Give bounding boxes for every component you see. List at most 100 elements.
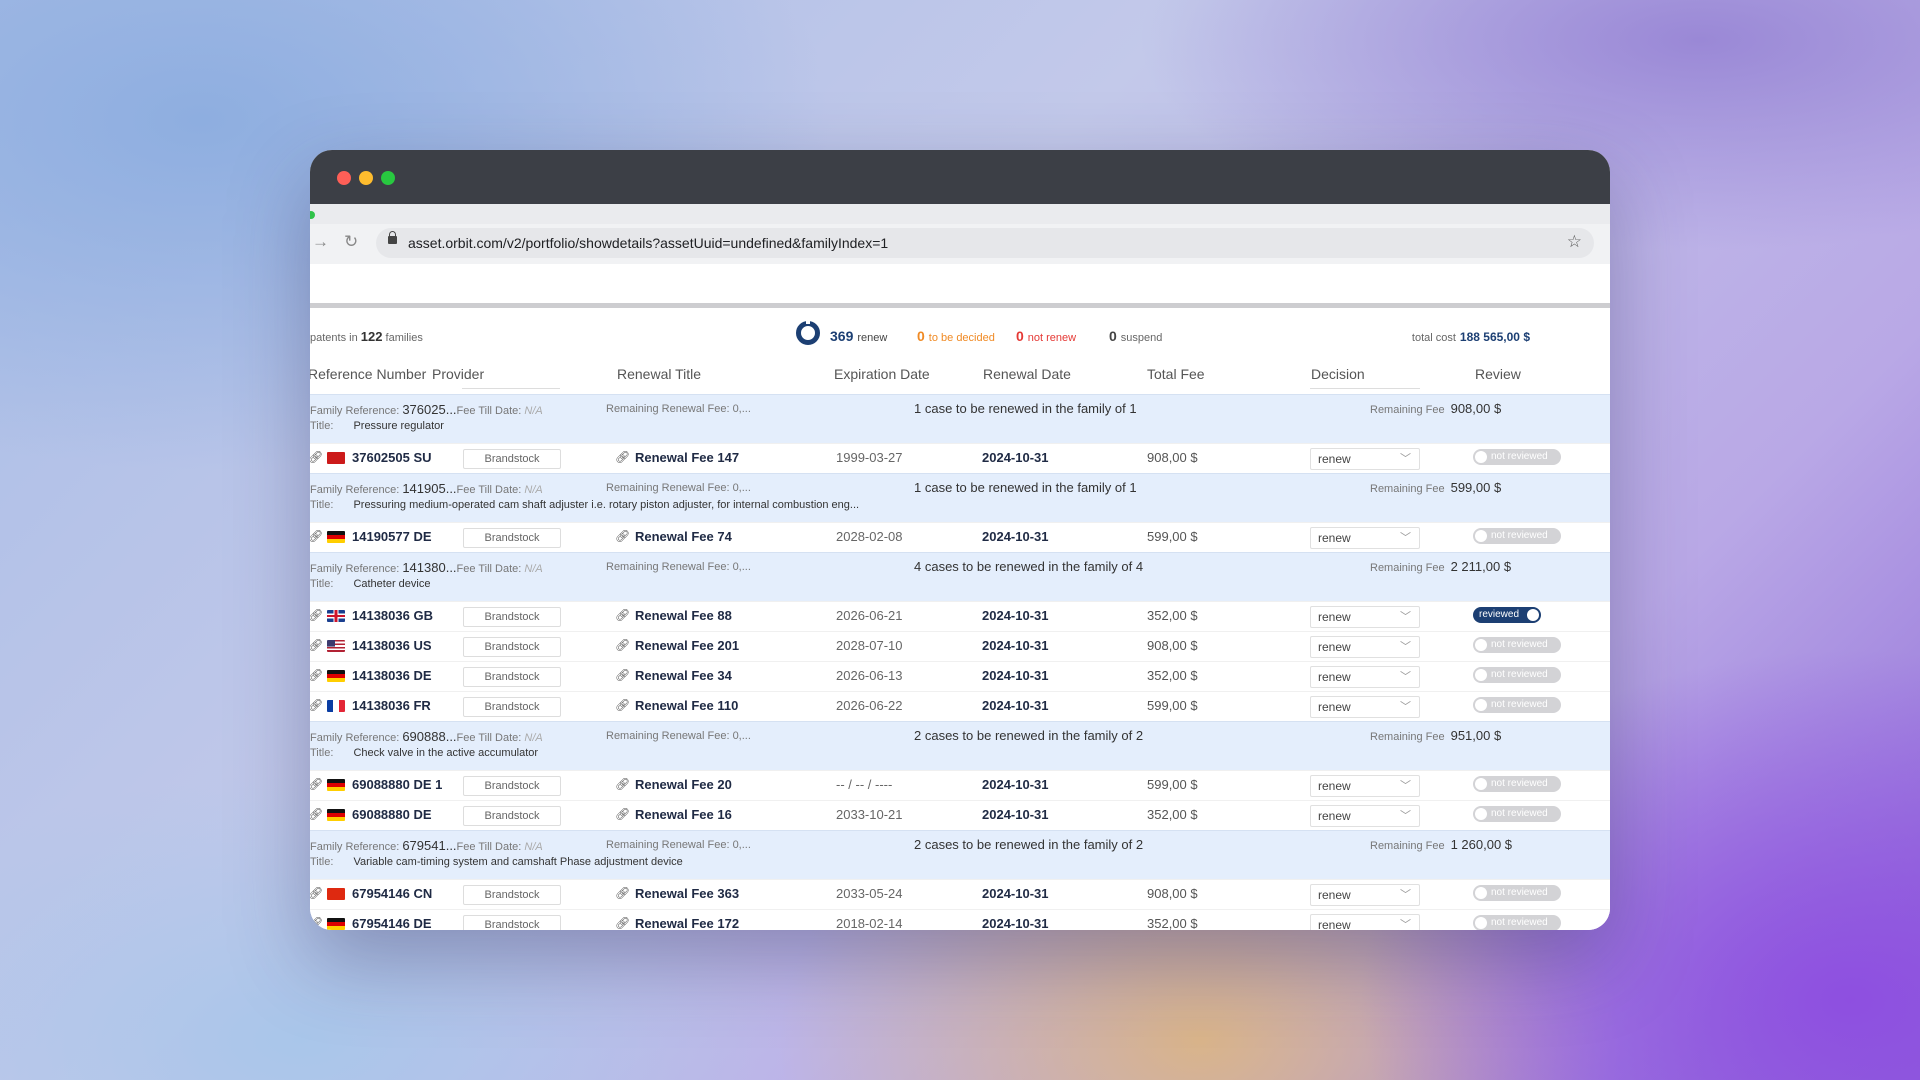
col-total-fee[interactable]: Total Fee — [1147, 366, 1205, 382]
renewal-title[interactable]: Renewal Fee 172 — [635, 916, 740, 930]
reference-number[interactable]: 67954146 CN — [352, 886, 433, 901]
table-row[interactable]: 🔗︎ 37602505 SU Brandstock 🔗︎ Renewal Fee… — [310, 443, 1610, 473]
review-toggle[interactable]: not reviewed — [1473, 697, 1561, 713]
review-toggle[interactable]: not reviewed — [1473, 806, 1561, 822]
link-icon[interactable]: 🔗︎ — [310, 668, 324, 682]
review-toggle[interactable]: not reviewed — [1473, 885, 1561, 901]
close-window-button[interactable] — [337, 171, 351, 185]
families-count: 122 — [360, 329, 383, 344]
decision-select[interactable]: renew ﹀ — [1310, 636, 1420, 658]
reference-number[interactable]: 69088880 DE 1 — [352, 777, 443, 792]
renewal-title[interactable]: Renewal Fee 147 — [635, 450, 740, 465]
review-toggle[interactable]: not reviewed — [1473, 776, 1561, 792]
renewal-date: 2024-10-31 — [982, 807, 1049, 822]
star-icon[interactable]: ☆ — [1566, 232, 1582, 251]
stat-suspend[interactable]: 0 suspend — [1109, 328, 1163, 344]
review-toggle[interactable]: not reviewed — [1473, 667, 1561, 683]
link-icon[interactable]: 🔗︎ — [310, 916, 324, 930]
review-toggle[interactable]: reviewed — [1473, 607, 1541, 623]
flag-de-icon — [327, 779, 345, 791]
flag-su-icon — [327, 452, 345, 464]
decision-select[interactable]: renew ﹀ — [1310, 666, 1420, 688]
review-toggle[interactable]: not reviewed — [1473, 915, 1561, 930]
address-bar[interactable]: asset.orbit.com/v2/portfolio/showdetails… — [376, 228, 1594, 258]
decision-select[interactable]: renew ﹀ — [1310, 914, 1420, 930]
renewal-title[interactable]: Renewal Fee 201 — [635, 638, 740, 653]
reference-number[interactable]: 67954146 DE — [352, 916, 432, 930]
link-icon[interactable]: 🔗︎ — [615, 916, 631, 930]
link-icon[interactable]: 🔗︎ — [615, 777, 631, 791]
col-renewal-date[interactable]: Renewal Date — [983, 366, 1071, 382]
stat-not-renew[interactable]: 0 not renew — [1016, 328, 1077, 344]
link-icon[interactable]: 🔗︎ — [615, 608, 631, 622]
table-row[interactable]: 🔗︎ 69088880 DE 1 Brandstock 🔗︎ Renewal F… — [310, 770, 1610, 800]
link-icon[interactable]: 🔗︎ — [310, 698, 324, 712]
col-reference-number[interactable]: Reference Number — [310, 366, 427, 382]
decision-select[interactable]: renew ﹀ — [1310, 606, 1420, 628]
table-row[interactable]: 🔗︎ 14138036 FR Brandstock 🔗︎ Renewal Fee… — [310, 691, 1610, 721]
table-row[interactable]: 🔗︎ 14138036 DE Brandstock 🔗︎ Renewal Fee… — [310, 661, 1610, 691]
link-icon[interactable]: 🔗︎ — [310, 450, 324, 464]
link-icon[interactable]: 🔗︎ — [310, 638, 324, 652]
table-row[interactable]: 🔗︎ 14138036 GB Brandstock 🔗︎ Renewal Fee… — [310, 601, 1610, 631]
reference-number[interactable]: 14138036 US — [352, 638, 432, 653]
link-icon[interactable]: 🔗︎ — [615, 638, 631, 652]
total-cost: total cost 188 565,00 $ — [1411, 330, 1530, 344]
col-provider[interactable]: Provider — [432, 366, 485, 382]
renewal-title[interactable]: Renewal Fee 16 — [635, 807, 732, 822]
table-row[interactable]: 🔗︎ 14190577 DE Brandstock 🔗︎ Renewal Fee… — [310, 522, 1610, 552]
decision-select[interactable]: renew ﹀ — [1310, 884, 1420, 906]
col-decision[interactable]: Decision — [1311, 366, 1365, 382]
link-icon[interactable]: 🔗︎ — [310, 529, 324, 543]
arrow-right-icon[interactable]: → — [312, 232, 329, 251]
reference-number[interactable]: 14138036 FR — [352, 698, 431, 713]
link-icon[interactable]: 🔗︎ — [615, 886, 631, 900]
link-icon[interactable]: 🔗︎ — [615, 668, 631, 682]
minimize-window-button[interactable] — [359, 171, 373, 185]
col-renewal-title[interactable]: Renewal Title — [617, 366, 702, 382]
tab-strip — [310, 204, 1610, 224]
decision-select[interactable]: renew ﹀ — [1310, 775, 1420, 797]
reference-number[interactable]: 69088880 DE — [352, 807, 432, 822]
renewal-title[interactable]: Renewal Fee 74 — [635, 529, 732, 544]
renewal-date: 2024-10-31 — [982, 529, 1049, 544]
col-expiration-date[interactable]: Expiration Date — [834, 366, 930, 382]
renewal-title[interactable]: Renewal Fee 88 — [635, 608, 732, 623]
stat-to-be-decided[interactable]: 0 to be decided — [917, 328, 995, 344]
review-toggle[interactable]: not reviewed — [1473, 637, 1561, 653]
stat-renew[interactable]: 369 renew — [830, 328, 888, 344]
link-icon[interactable]: 🔗︎ — [615, 529, 631, 543]
table-row[interactable]: 🔗︎ 69088880 DE Brandstock 🔗︎ Renewal Fee… — [310, 800, 1610, 830]
renewal-title[interactable]: Renewal Fee 34 — [635, 668, 732, 683]
provider-filter-line — [462, 388, 560, 389]
decision-select[interactable]: renew ﹀ — [1310, 448, 1420, 470]
maximize-window-button[interactable] — [381, 171, 395, 185]
reference-number[interactable]: 14138036 DE — [352, 668, 432, 683]
decision-select[interactable]: renew ﹀ — [1310, 527, 1420, 549]
link-icon[interactable]: 🔗︎ — [310, 608, 324, 622]
lock-icon — [388, 231, 397, 244]
url-text[interactable]: asset.orbit.com/v2/portfolio/showdetails… — [408, 235, 889, 251]
renewal-title[interactable]: Renewal Fee 20 — [635, 777, 732, 792]
reference-number[interactable]: 14138036 GB — [352, 608, 433, 623]
link-icon[interactable]: 🔗︎ — [615, 698, 631, 712]
renewal-title[interactable]: Renewal Fee 363 — [635, 886, 740, 901]
reference-number[interactable]: 14190577 DE — [352, 529, 432, 544]
renewal-date: 2024-10-31 — [982, 638, 1049, 653]
table-row[interactable]: 🔗︎ 67954146 DE Brandstock 🔗︎ Renewal Fee… — [310, 909, 1610, 930]
table-row[interactable]: 🔗︎ 14138036 US Brandstock 🔗︎ Renewal Fee… — [310, 631, 1610, 661]
renewal-title[interactable]: Renewal Fee 110 — [635, 698, 739, 713]
decision-select[interactable]: renew ﹀ — [1310, 696, 1420, 718]
decision-select[interactable]: renew ﹀ — [1310, 805, 1420, 827]
reload-icon[interactable]: ↻ — [344, 232, 359, 251]
col-review[interactable]: Review — [1475, 366, 1521, 382]
review-toggle[interactable]: not reviewed — [1473, 528, 1561, 544]
link-icon[interactable]: 🔗︎ — [615, 450, 631, 464]
link-icon[interactable]: 🔗︎ — [310, 777, 324, 791]
review-toggle[interactable]: not reviewed — [1473, 449, 1561, 465]
link-icon[interactable]: 🔗︎ — [310, 807, 324, 821]
link-icon[interactable]: 🔗︎ — [615, 807, 631, 821]
table-row[interactable]: 🔗︎ 67954146 CN Brandstock 🔗︎ Renewal Fee… — [310, 879, 1610, 909]
link-icon[interactable]: 🔗︎ — [310, 886, 324, 900]
reference-number[interactable]: 37602505 SU — [352, 450, 432, 465]
